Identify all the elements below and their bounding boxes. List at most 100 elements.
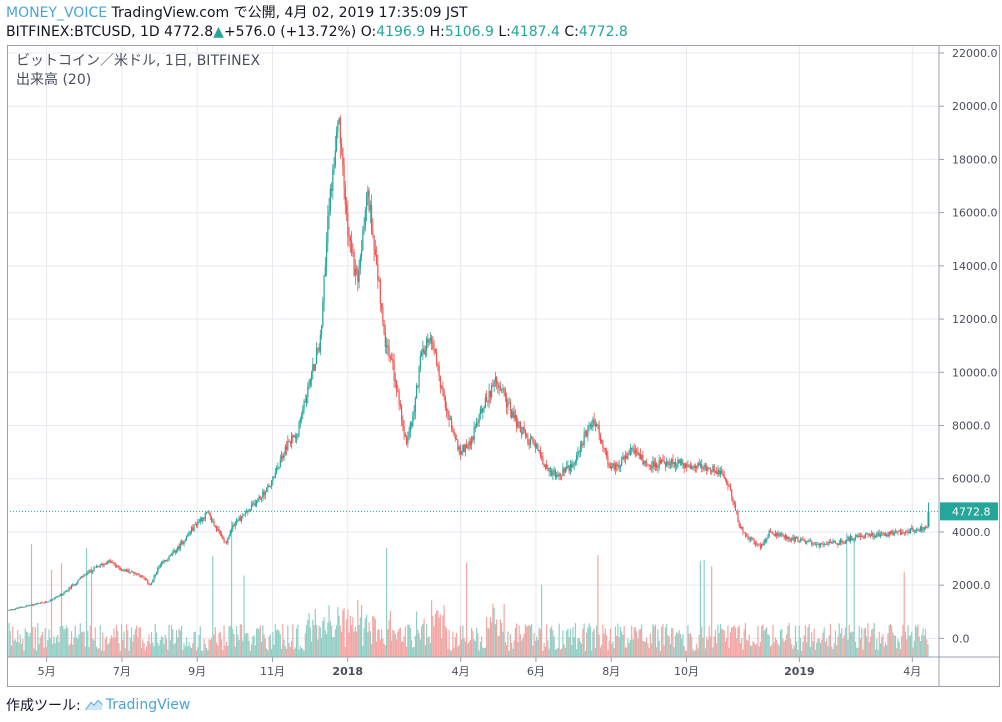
candle-body — [913, 530, 915, 532]
volume-bar — [678, 630, 680, 657]
volume-bar — [115, 625, 118, 657]
price-chart[interactable]: 22000.020000.018000.016000.014000.012000… — [7, 45, 1000, 687]
volume-bar — [320, 637, 323, 657]
candle-body — [359, 256, 361, 268]
volume-bar — [224, 646, 226, 657]
candle-body — [796, 537, 798, 539]
candle-body — [10, 609, 13, 610]
volume-bar — [37, 623, 39, 657]
volume-bar — [218, 632, 220, 657]
volume-bar — [751, 645, 753, 657]
candle-body — [317, 347, 319, 350]
volume-bar — [288, 643, 290, 657]
volume-bar — [124, 648, 126, 657]
volume-bar — [339, 625, 341, 657]
volume-bar — [272, 631, 274, 657]
volume-bar — [532, 645, 534, 657]
candle-body — [843, 542, 845, 544]
candle-body — [69, 587, 71, 589]
volume-bar — [537, 640, 539, 657]
candle-body — [232, 525, 234, 530]
candle-body — [511, 410, 513, 418]
tradingview-link[interactable]: TradingView — [84, 697, 190, 713]
volume-bar — [519, 634, 521, 657]
candle-body — [531, 437, 533, 439]
candle-body — [324, 266, 326, 276]
volume-bar — [484, 647, 486, 657]
candle-body — [547, 468, 549, 469]
candle-body — [103, 563, 105, 566]
volume-bar — [350, 625, 353, 657]
volume-bar — [763, 630, 765, 657]
volume-bar — [252, 636, 254, 657]
volume-bar — [482, 647, 484, 657]
author-link[interactable]: MONEY_VOICE — [6, 5, 108, 21]
candle-body — [756, 543, 758, 545]
volume-bar — [533, 632, 535, 657]
volume-bar — [599, 647, 602, 657]
volume-bar — [718, 632, 720, 657]
volume-bar — [774, 637, 777, 657]
volume-bar — [34, 626, 36, 657]
volume-bar — [896, 647, 898, 657]
volume-bar — [17, 629, 19, 657]
volume-bar — [404, 626, 406, 657]
volume-bar — [295, 628, 298, 657]
candle-body — [927, 527, 929, 528]
candle-body — [743, 532, 745, 533]
volume-bar — [538, 627, 540, 657]
volume-bar — [576, 649, 578, 657]
chart-frame — [7, 45, 1000, 687]
volume-bar — [50, 569, 53, 657]
volume-bar — [528, 624, 530, 657]
volume-bar — [308, 613, 310, 657]
volume-bar — [8, 623, 10, 657]
candle-body — [25, 605, 28, 607]
volume-bar — [399, 627, 401, 657]
candle-body — [564, 468, 566, 473]
volume-bar — [10, 645, 13, 657]
volume-bar — [762, 624, 764, 657]
candle-body — [155, 573, 158, 575]
volume-bar — [333, 637, 335, 657]
volume-bar — [279, 634, 281, 657]
candle-body — [164, 559, 166, 562]
candle-body — [333, 165, 335, 169]
candle-body — [578, 451, 580, 453]
candle-body — [370, 205, 373, 230]
volume-bar — [863, 628, 865, 657]
volume-bar — [283, 639, 285, 657]
volume-bar — [607, 650, 609, 657]
candle-body — [53, 598, 55, 600]
volume-bar — [362, 645, 364, 657]
candle-body — [776, 533, 778, 537]
candle-body — [553, 470, 555, 472]
volume-bar — [299, 645, 301, 657]
volume-bar — [702, 637, 704, 657]
volume-bar — [180, 626, 183, 657]
candle-body — [162, 561, 164, 564]
candle-body — [552, 471, 554, 476]
volume-bar — [67, 627, 69, 657]
volume-bar — [209, 639, 211, 657]
candle-body — [367, 190, 369, 197]
y-tick-label: 4000.0 — [952, 526, 991, 539]
candle-body — [152, 580, 154, 583]
candle-body — [140, 575, 143, 577]
volume-bar — [724, 641, 727, 657]
volume-bar — [421, 626, 423, 657]
candle-body — [343, 165, 345, 188]
candle-body — [448, 413, 450, 420]
candle-body — [54, 597, 56, 599]
candle-body — [726, 479, 728, 485]
volume-bar — [219, 631, 221, 657]
candle-body — [27, 605, 29, 607]
candle-body — [911, 527, 913, 530]
candle-body — [712, 465, 714, 472]
volume-bar — [238, 639, 240, 657]
candle-body — [318, 347, 320, 352]
volume-bar — [926, 639, 928, 657]
candle-body — [683, 463, 685, 469]
candle-body — [135, 573, 138, 575]
candle-body — [33, 604, 35, 606]
